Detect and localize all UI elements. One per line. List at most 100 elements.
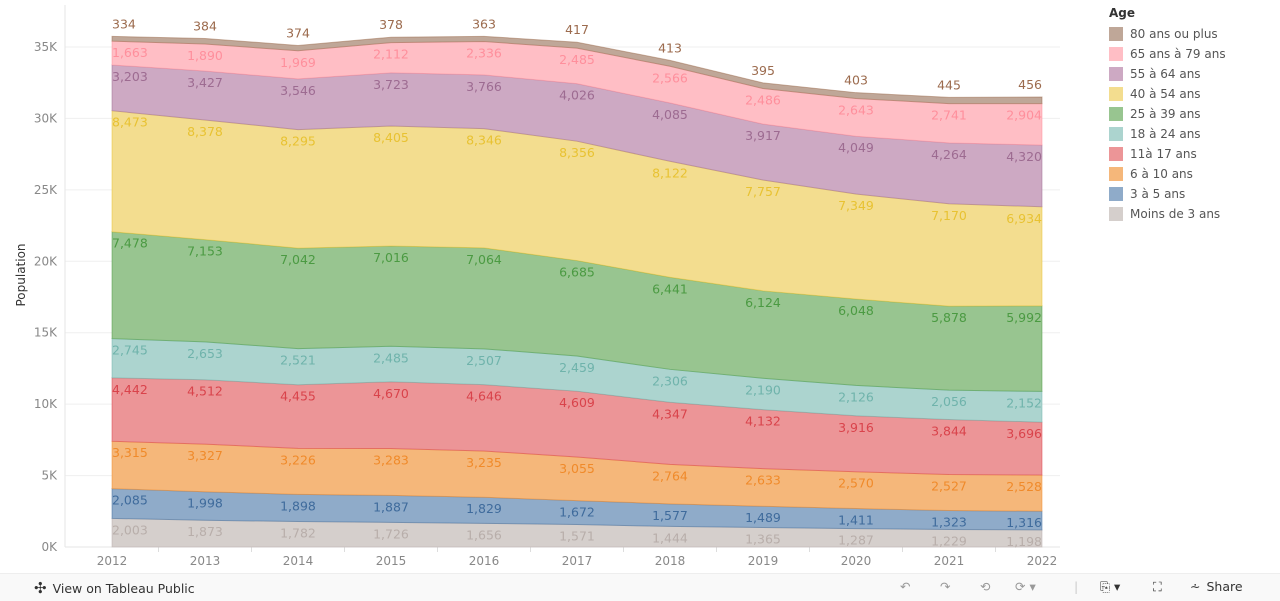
data-label: 3,055 (559, 461, 595, 476)
data-label: 2,527 (931, 478, 967, 493)
legend-label: 80 ans ou plus (1130, 27, 1218, 41)
revert-button[interactable]: ⟲ (980, 579, 990, 594)
redo-icon: ↷ (940, 579, 951, 594)
data-label: 2,190 (745, 382, 781, 397)
legend-swatch (1109, 147, 1123, 161)
data-label: 456 (1018, 77, 1042, 92)
data-label: 8,122 (652, 165, 688, 180)
data-label: 8,295 (280, 134, 316, 149)
data-label: 3,844 (931, 424, 967, 439)
data-label: 2,003 (112, 522, 148, 537)
data-label: 3,235 (466, 455, 502, 470)
legend-item[interactable]: 11à 17 ans (1109, 144, 1226, 164)
legend-swatch (1109, 47, 1123, 61)
y-tick-label: 15K (34, 326, 58, 340)
data-label: 6,048 (838, 303, 874, 318)
legend-label: Moins de 3 ans (1130, 207, 1221, 221)
data-label: 8,473 (112, 115, 148, 130)
x-tick-label: 2020 (841, 554, 872, 568)
data-label: 8,356 (559, 145, 595, 160)
data-label: 8,346 (466, 133, 502, 148)
redo-button[interactable]: ↷ (940, 579, 950, 594)
legend-swatch (1109, 187, 1123, 201)
legend-item[interactable]: 80 ans ou plus (1109, 24, 1226, 44)
data-label: 2,152 (1006, 395, 1042, 410)
data-label: 1,663 (112, 45, 148, 60)
legend-item[interactable]: 18 à 24 ans (1109, 124, 1226, 144)
download-button[interactable]: ⎘ ▾ (1100, 579, 1120, 595)
y-axis-title: Population (14, 243, 28, 306)
data-label: 2,741 (931, 108, 967, 123)
data-label: 2,643 (838, 102, 874, 117)
legend-item[interactable]: 3 à 5 ans (1109, 184, 1226, 204)
x-tick-label: 2016 (469, 554, 500, 568)
data-label: 2,126 (838, 389, 874, 404)
revert-icon: ⟲ (980, 579, 991, 594)
data-label: 1,571 (559, 529, 595, 544)
legend-swatch (1109, 167, 1123, 181)
y-tick-label: 0K (41, 540, 58, 554)
data-label: 413 (658, 40, 682, 55)
data-label: 1,323 (931, 515, 967, 530)
data-label: 3,917 (745, 128, 781, 143)
legend-item[interactable]: 25 à 39 ans (1109, 104, 1226, 124)
legend-swatch (1109, 127, 1123, 141)
data-label: 4,512 (187, 384, 223, 399)
share-button[interactable]: ⩪ Share (1190, 579, 1243, 594)
data-label: 417 (565, 22, 589, 37)
legend-swatch (1109, 207, 1123, 221)
fullscreen-button[interactable]: ⛶ (1153, 579, 1162, 595)
tableau-logo-icon: ✣ (34, 579, 47, 597)
data-label: 5,878 (931, 310, 967, 325)
legend-swatch (1109, 27, 1123, 41)
data-label: 7,757 (745, 184, 781, 199)
data-label: 3,546 (280, 83, 316, 98)
data-label: 1,672 (559, 505, 595, 520)
legend-item[interactable]: Moins de 3 ans (1109, 204, 1226, 224)
data-label: 3,203 (112, 69, 148, 84)
data-label: 334 (112, 16, 136, 31)
legend: Age 80 ans ou plus 65 ans à 79 ans 55 à 64… (1109, 6, 1226, 224)
legend-item[interactable]: 40 à 54 ans (1109, 84, 1226, 104)
data-label: 384 (193, 19, 217, 34)
data-label: 8,378 (187, 124, 223, 139)
data-label: 2,904 (1006, 108, 1042, 123)
legend-label: 11à 17 ans (1130, 147, 1197, 161)
data-label: 1,365 (745, 532, 781, 547)
view-on-tableau-public-link[interactable]: ✣ View on Tableau Public (34, 579, 195, 597)
data-label: 1,782 (280, 526, 316, 541)
data-label: 3,327 (187, 448, 223, 463)
data-label: 2,306 (652, 373, 688, 388)
data-label: 2,633 (745, 473, 781, 488)
data-label: 3,315 (112, 445, 148, 460)
data-label: 7,478 (112, 236, 148, 251)
legend-swatch (1109, 87, 1123, 101)
data-label: 1,829 (466, 501, 502, 516)
data-label: 1,726 (373, 526, 409, 541)
data-label: 1,577 (652, 508, 688, 523)
legend-item[interactable]: 65 ans à 79 ans (1109, 44, 1226, 64)
data-label: 3,696 (1006, 426, 1042, 441)
y-tick-label: 10K (34, 397, 58, 411)
data-label: 3,283 (373, 452, 409, 467)
data-label: 5,992 (1006, 310, 1042, 325)
legend-label: 18 à 24 ans (1130, 127, 1201, 141)
data-label: 378 (379, 17, 403, 32)
toolbar: ✣ View on Tableau Public ↶ ↷ ⟲ ⟳ ▾ | ⎘ ▾… (0, 573, 1280, 601)
data-label: 2,056 (931, 394, 967, 409)
data-label: 2,459 (559, 360, 595, 375)
undo-icon: ↶ (900, 579, 911, 594)
data-label: 1,198 (1006, 534, 1042, 549)
data-label: 1,287 (838, 533, 874, 548)
data-label: 1,898 (280, 498, 316, 513)
data-label: 7,170 (931, 208, 967, 223)
undo-button[interactable]: ↶ (900, 579, 910, 594)
refresh-button[interactable]: ⟳ ▾ (1015, 579, 1036, 594)
stacked-area-chart: 0K 5K 10K 15K 20K 25K 30K 35K 2012 2013 2014 2015 20… (14, 5, 1060, 568)
data-label: 8,405 (373, 130, 409, 145)
data-label: 7,064 (466, 252, 502, 267)
x-tick-label: 2022 (1027, 554, 1058, 568)
legend-item[interactable]: 55 à 64 ans (1109, 64, 1226, 84)
legend-item[interactable]: 6 à 10 ans (1109, 164, 1226, 184)
legend-label: 40 à 54 ans (1130, 87, 1201, 101)
